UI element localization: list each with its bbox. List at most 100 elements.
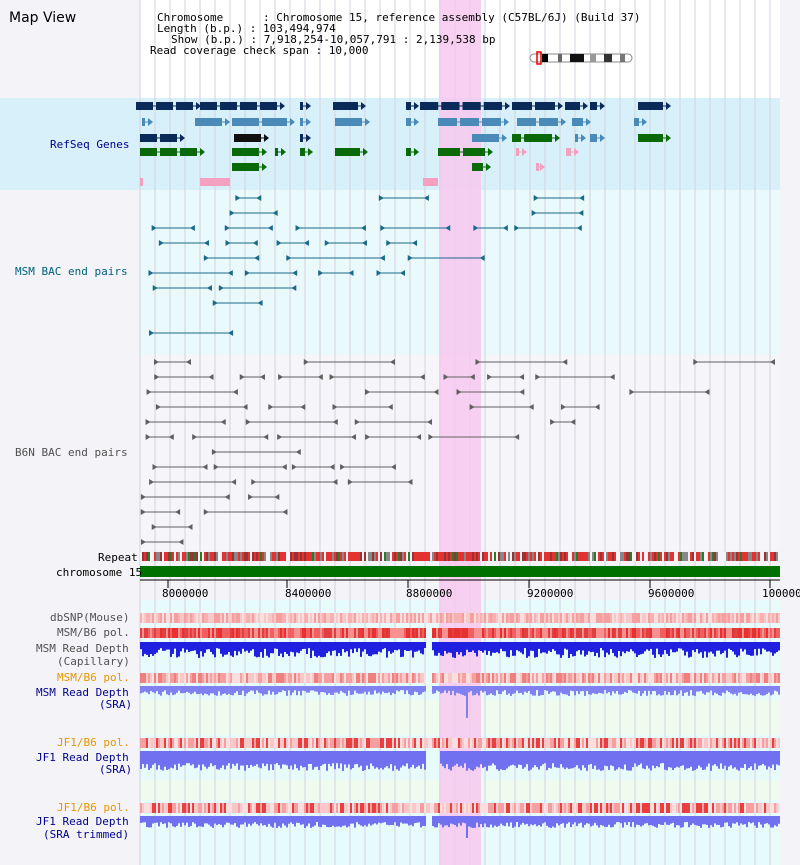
track-label-b6n-bac[interactable]: B6N BAC end pairs [15,446,128,459]
read-depth-bar [390,816,392,825]
repeat-mark [472,552,474,561]
read-depth-bar [466,751,468,771]
polymorphism-mark [652,628,654,638]
read-depth-bar [322,686,324,693]
read-depth-bar [310,642,312,658]
track-label-msm-depth-sra[interactable]: MSM Read Depth [36,686,129,699]
polymorphism-mark [710,673,712,683]
read-depth-bar [380,751,382,768]
polymorphism-mark [226,673,228,683]
polymorphism-mark [576,803,578,813]
read-depth-bar [352,751,354,769]
polymorphism-mark [358,803,360,813]
read-depth-bar [222,751,224,766]
track-label-dbsnp[interactable]: dbSNP(Mouse) [50,611,130,624]
polymorphism-mark [688,613,690,623]
polymorphism-mark [318,803,320,813]
gene-exon [180,148,197,156]
repeat-mark [322,552,324,561]
read-depth-bar [202,642,204,657]
track-label-msm-b6-pol-2[interactable]: MSM/B6 pol. [57,671,130,684]
read-depth-bar [570,751,572,769]
track-label-jf1-depth-sra[interactable]: JF1 Read Depth [36,751,129,764]
polymorphism-mark [328,803,330,813]
repeat-mark [538,552,540,561]
read-depth-bar [772,751,774,765]
bac-end-marker [187,524,193,530]
read-depth-bar [300,642,302,651]
track-label-msm-depth-capillary[interactable]: MSM Read Depth [36,642,129,655]
polymorphism-mark [718,803,720,813]
read-depth-bar [202,751,204,765]
bac-end-marker [268,404,274,410]
read-depth-bar [464,642,466,656]
read-depth-bar [214,816,216,824]
read-depth-bar [356,816,358,823]
read-depth-bar [324,686,326,693]
read-depth-bar [766,642,768,652]
track-label-jf1-b6-pol-2[interactable]: JF1/B6 pol. [57,801,130,814]
polymorphism-mark [672,628,674,638]
polymorphism-mark [200,673,202,683]
polymorphism-mark [264,628,266,638]
polymorphism-mark [456,628,458,638]
read-depth-bar [342,642,344,650]
bac-end-marker [550,419,556,425]
polymorphism-mark [204,738,206,748]
track-label-msm-bac[interactable]: MSM BAC end pairs [15,265,128,278]
polymorphism-mark [448,738,450,748]
gene-exon [535,102,555,110]
read-depth-bar [494,686,496,696]
track-label-refseq[interactable]: RefSeq Genes [50,138,130,151]
polymorphism-mark [186,803,188,813]
polymorphism-mark [288,673,290,683]
polymorphism-mark [410,738,412,748]
polymorphism-mark [184,613,186,623]
polymorphism-mark [554,613,556,623]
polymorphism-mark [402,628,404,638]
polymorphism-mark [518,738,520,748]
track-label-jf1-depth-trimmed[interactable]: JF1 Read Depth [36,815,129,828]
gene-arrow [281,148,286,156]
polymorphism-mark [214,673,216,683]
read-depth-bar [502,642,504,652]
read-depth-bar [328,686,330,694]
read-depth-bar [570,642,572,654]
polymorphism-mark [354,628,356,638]
polymorphism-mark [536,628,538,638]
polymorphism-mark [354,673,356,683]
read-depth-bar [242,751,244,766]
read-depth-bar [406,642,408,651]
polymorphism-mark [528,803,530,813]
polymorphism-mark [448,673,450,683]
read-depth-bar [592,751,594,769]
read-depth-bar [684,642,686,656]
polymorphism-mark [644,803,646,813]
gene-exon [462,102,481,110]
polymorphism-mark [320,628,322,638]
track-label-msm-b6-pol[interactable]: MSM/B6 pol. [57,626,130,639]
read-depth-bar [272,751,274,770]
read-depth-bar [268,642,270,658]
read-depth-bar [200,686,202,694]
read-depth-bar [226,816,228,823]
read-depth-bar [248,816,250,824]
read-depth-bar [178,816,180,824]
read-depth-bar [666,751,668,771]
polymorphism-mark [656,613,658,623]
polymorphism-mark [740,628,742,638]
read-depth-bar [376,816,378,825]
read-depth-bar [516,816,518,823]
polymorphism-mark [348,738,350,748]
read-depth-bar [194,686,196,692]
read-depth-bar [240,816,242,825]
bac-end-marker [149,479,155,485]
read-depth-bar [668,816,670,825]
track-label-jf1-b6-pol[interactable]: JF1/B6 pol. [57,736,130,749]
polymorphism-mark [170,673,172,683]
polymorphism-mark [724,628,726,638]
repeat-mark [378,552,380,561]
read-depth-bar [588,642,590,652]
read-depth-bar [162,751,164,771]
